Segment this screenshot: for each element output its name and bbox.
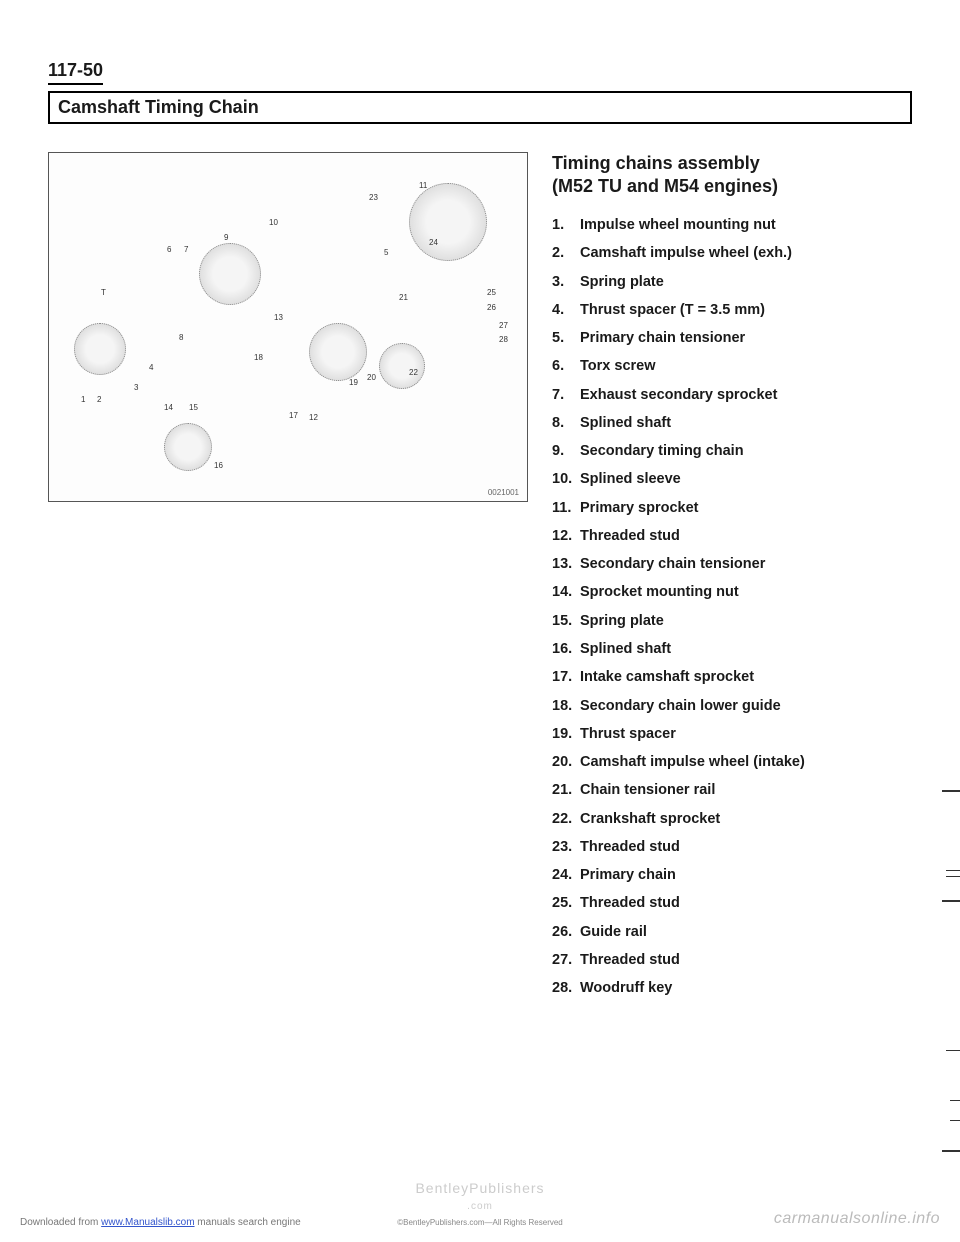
footer-center: BentleyPublishers .com ©BentleyPublisher… — [397, 1180, 563, 1228]
parts-item-number: 24. — [552, 861, 580, 889]
parts-item-number: 12. — [552, 522, 580, 550]
parts-item-text: Splined sleeve — [580, 465, 912, 493]
page-edge-marks — [948, 0, 960, 1242]
parts-item-number: 17. — [552, 663, 580, 691]
parts-item-number: 11. — [552, 494, 580, 522]
parts-item-number: 25. — [552, 889, 580, 917]
parts-item-number: 8. — [552, 409, 580, 437]
parts-list-item: 15.Spring plate — [552, 607, 912, 635]
parts-heading: Timing chains assembly (M52 TU and M54 e… — [552, 152, 912, 197]
page-number: 117-50 — [48, 60, 103, 85]
parts-list-item: 18.Secondary chain lower guide — [552, 692, 912, 720]
parts-list-item: 19.Thrust spacer — [552, 720, 912, 748]
section-title: Camshaft Timing Chain — [58, 97, 902, 118]
parts-list-item: 3.Spring plate — [552, 268, 912, 296]
parts-list-item: 27.Threaded stud — [552, 946, 912, 974]
parts-item-number: 7. — [552, 381, 580, 409]
parts-item-number: 18. — [552, 692, 580, 720]
parts-list-item: 11.Primary sprocket — [552, 494, 912, 522]
parts-item-text: Secondary chain lower guide — [580, 692, 912, 720]
parts-item-number: 5. — [552, 324, 580, 352]
parts-list-item: 22.Crankshaft sprocket — [552, 805, 912, 833]
parts-list-item: 23.Threaded stud — [552, 833, 912, 861]
parts-item-text: Primary chain — [580, 861, 912, 889]
parts-heading-line2: (M52 TU and M54 engines) — [552, 176, 778, 196]
parts-item-text: Crankshaft sprocket — [580, 805, 912, 833]
manualslib-link[interactable]: www.Manualslib.com — [101, 1217, 194, 1228]
parts-item-number: 28. — [552, 974, 580, 1002]
parts-item-text: Woodruff key — [580, 974, 912, 1002]
footer-right-watermark: carmanualsonline.info — [774, 1210, 940, 1228]
parts-heading-line1: Timing chains assembly — [552, 153, 760, 173]
parts-list-item: 24.Primary chain — [552, 861, 912, 889]
parts-item-number: 1. — [552, 211, 580, 239]
parts-list: 1.Impulse wheel mounting nut2.Camshaft i… — [552, 211, 912, 1002]
parts-item-text: Thrust spacer (T = 3.5 mm) — [580, 296, 912, 324]
parts-list-item: 8.Splined shaft — [552, 409, 912, 437]
parts-item-number: 3. — [552, 268, 580, 296]
parts-item-text: Intake camshaft sprocket — [580, 663, 912, 691]
parts-item-text: Primary sprocket — [580, 494, 912, 522]
parts-list-item: 6.Torx screw — [552, 352, 912, 380]
parts-list-item: 14.Sprocket mounting nut — [552, 578, 912, 606]
parts-item-number: 23. — [552, 833, 580, 861]
parts-item-text: Thrust spacer — [580, 720, 912, 748]
parts-item-text: Threaded stud — [580, 946, 912, 974]
parts-item-text: Threaded stud — [580, 833, 912, 861]
parts-item-number: 21. — [552, 776, 580, 804]
parts-item-text: Torx screw — [580, 352, 912, 380]
exploded-diagram: 11 23 10 9 24 6 7 5 T 25 21 26 27 28 13 … — [48, 152, 528, 502]
parts-list-item: 25.Threaded stud — [552, 889, 912, 917]
parts-item-number: 22. — [552, 805, 580, 833]
parts-item-number: 27. — [552, 946, 580, 974]
parts-item-text: Primary chain tensioner — [580, 324, 912, 352]
parts-list-item: 7.Exhaust secondary sprocket — [552, 381, 912, 409]
parts-list-item: 10.Splined sleeve — [552, 465, 912, 493]
parts-list-item: 16.Splined shaft — [552, 635, 912, 663]
parts-list-item: 2.Camshaft impulse wheel (exh.) — [552, 239, 912, 267]
parts-item-number: 9. — [552, 437, 580, 465]
parts-item-number: 6. — [552, 352, 580, 380]
parts-item-text: Threaded stud — [580, 522, 912, 550]
parts-list-item: 28.Woodruff key — [552, 974, 912, 1002]
parts-item-number: 15. — [552, 607, 580, 635]
parts-item-text: Exhaust secondary sprocket — [580, 381, 912, 409]
parts-list-item: 5.Primary chain tensioner — [552, 324, 912, 352]
parts-list-item: 9.Secondary timing chain — [552, 437, 912, 465]
parts-item-number: 19. — [552, 720, 580, 748]
parts-list-item: 21.Chain tensioner rail — [552, 776, 912, 804]
parts-list-item: 12.Threaded stud — [552, 522, 912, 550]
section-title-box: Camshaft Timing Chain — [48, 91, 912, 124]
parts-item-text: Guide rail — [580, 918, 912, 946]
parts-list-item: 20.Camshaft impulse wheel (intake) — [552, 748, 912, 776]
parts-item-text: Secondary timing chain — [580, 437, 912, 465]
parts-item-text: Sprocket mounting nut — [580, 578, 912, 606]
parts-item-text: Secondary chain tensioner — [580, 550, 912, 578]
diagram-code: 0021001 — [488, 488, 519, 497]
parts-item-text: Spring plate — [580, 607, 912, 635]
parts-list-item: 13.Secondary chain tensioner — [552, 550, 912, 578]
parts-item-number: 20. — [552, 748, 580, 776]
parts-item-text: Splined shaft — [580, 409, 912, 437]
parts-list-item: 17.Intake camshaft sprocket — [552, 663, 912, 691]
parts-item-text: Chain tensioner rail — [580, 776, 912, 804]
parts-item-text: Splined shaft — [580, 635, 912, 663]
parts-list-item: 4.Thrust spacer (T = 3.5 mm) — [552, 296, 912, 324]
parts-item-number: 13. — [552, 550, 580, 578]
parts-item-number: 4. — [552, 296, 580, 324]
parts-list-item: 26.Guide rail — [552, 918, 912, 946]
parts-item-text: Threaded stud — [580, 889, 912, 917]
parts-item-number: 2. — [552, 239, 580, 267]
parts-item-number: 10. — [552, 465, 580, 493]
parts-item-text: Camshaft impulse wheel (exh.) — [580, 239, 912, 267]
parts-item-text: Camshaft impulse wheel (intake) — [580, 748, 912, 776]
parts-item-number: 14. — [552, 578, 580, 606]
parts-item-text: Spring plate — [580, 268, 912, 296]
footer-left: Downloaded from www.Manualslib.com manua… — [20, 1217, 301, 1228]
parts-item-number: 26. — [552, 918, 580, 946]
page-footer: Downloaded from www.Manualslib.com manua… — [0, 1210, 960, 1228]
parts-item-text: Impulse wheel mounting nut — [580, 211, 912, 239]
parts-item-number: 16. — [552, 635, 580, 663]
parts-list-item: 1.Impulse wheel mounting nut — [552, 211, 912, 239]
